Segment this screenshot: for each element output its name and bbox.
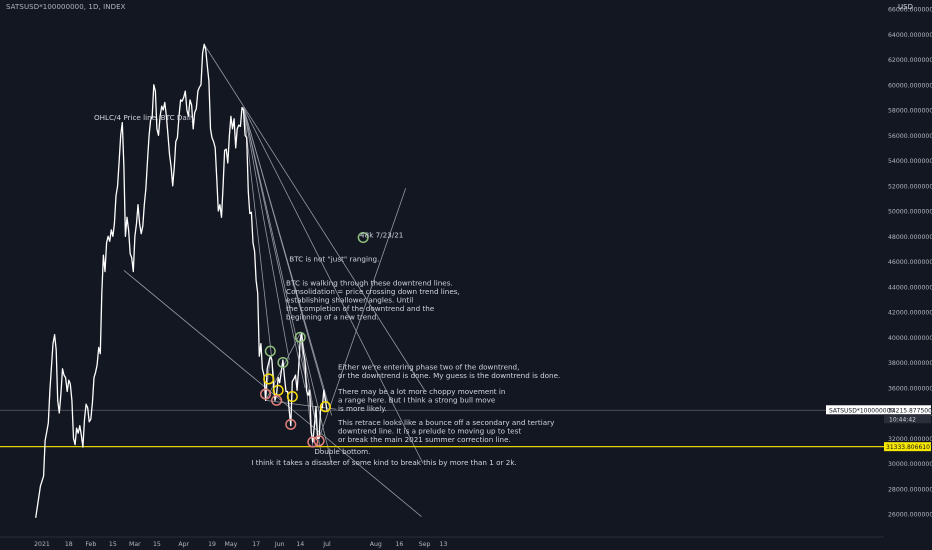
trend-line[interactable] (243, 107, 276, 388)
x-tick-label: 2021 (34, 541, 50, 548)
annotation-text: the completion of the downtrend and the (286, 304, 435, 313)
x-tick-label: 16 (395, 541, 403, 548)
green-circle-marker[interactable] (264, 345, 276, 357)
trend-line[interactable] (243, 107, 333, 416)
yellow-circle-marker[interactable] (286, 391, 298, 403)
annotation-text: BTC is walking through these downtrend l… (286, 278, 453, 287)
green-circle-marker[interactable] (277, 356, 289, 369)
red-circle-marker[interactable] (307, 436, 319, 448)
annotation-text: Either we're entering phase two of the d… (338, 362, 519, 371)
annotation-text: This retrace looks like a bounce off a s… (337, 418, 555, 427)
trend-line[interactable] (299, 333, 333, 464)
annotation-text: Consolidation = price crossing down tren… (286, 287, 460, 296)
y-tick-label: 56000.00000000 (888, 133, 932, 140)
red-circle-marker[interactable] (313, 435, 325, 447)
y-tick-label: 58000.00000000 (888, 108, 932, 115)
x-tick-label: 18 (65, 541, 73, 548)
y-tick-label: 38000.00000000 (888, 360, 932, 367)
y-tick-label: 52000.00000000 (888, 183, 932, 190)
y-tick-label: 42000.00000000 (888, 310, 932, 317)
yellow-circle-marker[interactable] (272, 384, 284, 396)
red-circle-marker[interactable] (271, 394, 283, 406)
y-tick-label: 66000.00000000 (888, 7, 932, 14)
y-tick-label: 44000.00000000 (888, 284, 932, 291)
annotation-text: or the downtrend is done. My guess is th… (338, 371, 560, 380)
price-badge (826, 405, 931, 415)
trend-line[interactable] (243, 107, 424, 464)
green-circle-marker[interactable] (357, 231, 369, 244)
countdown-text: 10:44:42 (889, 416, 916, 423)
x-tick-label: Mar (129, 541, 141, 548)
y-tick-label: 30000.00000000 (888, 461, 932, 468)
symbol-header: SATSUSD*100000000, 1D, INDEX (6, 3, 126, 11)
x-tick-label: 13 (440, 541, 448, 548)
x-tick-label: 19 (208, 541, 216, 548)
y-tick-label: 62000.00000000 (888, 57, 932, 64)
annotation-text: OHLC/4 Price line, BTC Daily (94, 113, 196, 122)
annotation-text: a range here. But I think a strong bull … (338, 396, 496, 405)
y-tick-label: 54000.00000000 (888, 158, 932, 165)
trend-line[interactable] (203, 44, 425, 391)
yellow-circle-marker[interactable] (263, 373, 275, 385)
y-tick-label: 48000.00000000 (888, 234, 932, 241)
highlight-badge-value: 31333.80661070 (886, 444, 932, 451)
y-tick-label: 60000.00000000 (888, 82, 932, 89)
y-tick-label: 36000.00000000 (888, 385, 932, 392)
x-tick-label: Jul (322, 541, 331, 548)
x-tick-label: 15 (109, 541, 117, 548)
trend-line[interactable] (243, 107, 317, 424)
x-tick-label: Aug (370, 541, 382, 548)
y-tick-label: 40000.00000000 (888, 335, 932, 342)
x-tick-label: Apr (178, 541, 189, 548)
annotation-text: Double bottom. (314, 447, 370, 456)
annotation-text: or break the main 2021 summer correction… (338, 435, 511, 444)
price-badge-value: 34215.87750000 (888, 407, 932, 414)
red-circle-marker[interactable] (260, 388, 272, 400)
red-circle-marker[interactable] (285, 418, 297, 430)
y-tick-label: 32000.00000000 (888, 436, 932, 443)
countdown-badge (884, 414, 931, 424)
x-tick-label: 17 (252, 541, 260, 548)
price-badge-title: SATSUSD*100000000 (829, 407, 894, 414)
trend-line[interactable] (318, 188, 407, 439)
y-tick-label: 46000.00000000 (888, 259, 932, 266)
green-circle-marker[interactable] (294, 331, 306, 343)
annotation-text: downtrend line. It is a prelude to movin… (338, 426, 521, 435)
trend-line[interactable] (243, 107, 290, 361)
highlight-badge (884, 442, 931, 452)
y-tick-label: 64000.00000000 (888, 32, 932, 39)
annotation-text: I think it takes a disaster of some kind… (251, 458, 516, 467)
price-series-line[interactable] (35, 43, 328, 518)
annotation-text: BTC is not "just" ranging. (289, 255, 379, 264)
x-tick-label: Jun (274, 541, 285, 548)
y-axis-panel (884, 0, 932, 550)
x-tick-label: Feb (85, 541, 96, 548)
trend-line[interactable] (123, 270, 422, 517)
x-tick-label: 14 (296, 541, 304, 548)
annotation-text: There may be a lot more choppy movement … (337, 387, 505, 396)
annotation-text: beginning of a new trend. (286, 312, 379, 321)
currency-label: USD (898, 3, 913, 11)
x-tick-label: 15 (153, 541, 161, 548)
trend-line[interactable] (243, 107, 306, 388)
y-tick-label: 50000.00000000 (888, 209, 932, 216)
x-tick-label: Sep (419, 541, 431, 548)
y-tick-label: 28000.00000000 (888, 486, 932, 493)
annotation-text: 48k 7/23/21 (360, 231, 403, 240)
x-tick-label: May (225, 541, 238, 548)
y-tick-label: 26000.00000000 (888, 512, 932, 519)
yellow-circle-marker[interactable] (319, 401, 331, 413)
annotation-text: establishing shallower angles. Until (286, 295, 413, 304)
trend-line[interactable] (265, 399, 337, 410)
annotation-text: is more likely. (338, 404, 387, 413)
